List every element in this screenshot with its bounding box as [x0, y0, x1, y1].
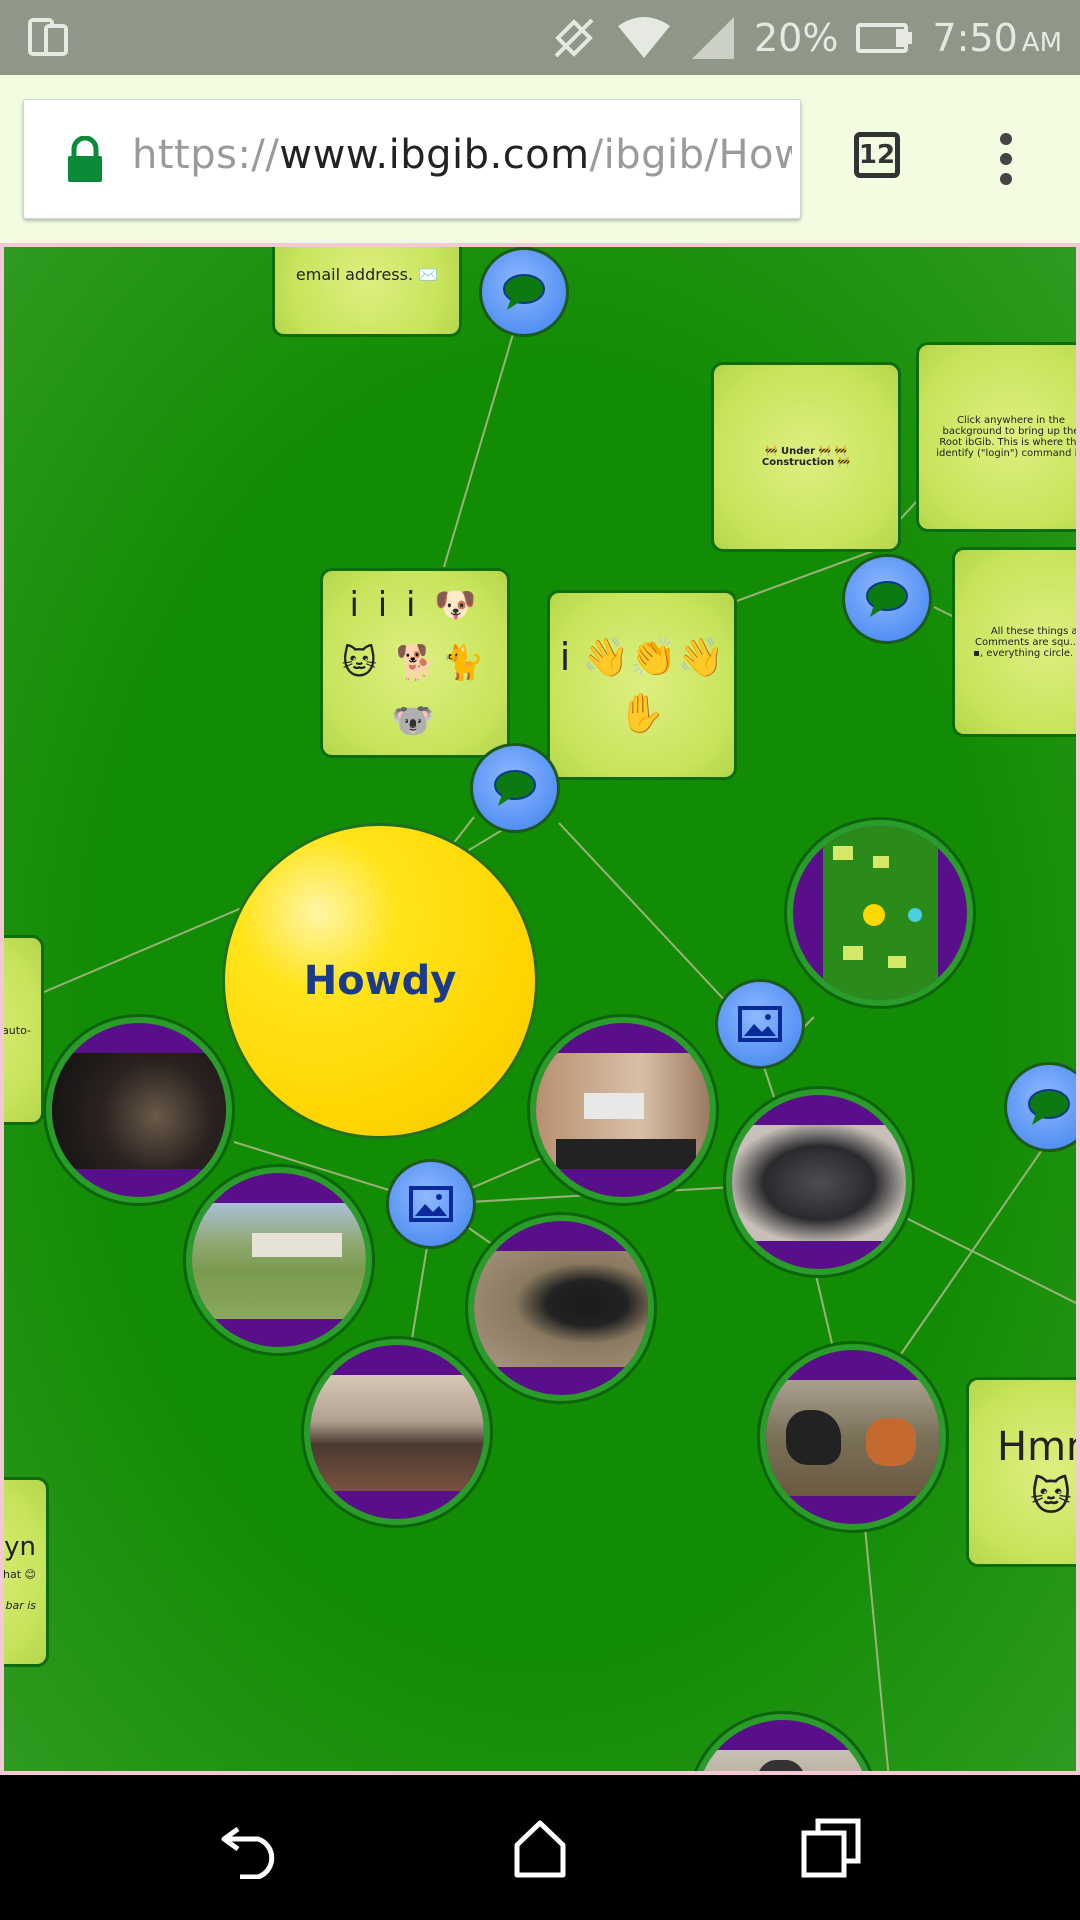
ibgib-canvas[interactable]: email address. ✉️ 🚧 Under 🚧 🚧 Constructi… [0, 243, 1080, 1775]
left-yn-card[interactable]: yn d in ow what 😊 bar is [3, 1477, 49, 1667]
root-ibgib-howdy[interactable]: Howdy [222, 823, 538, 1139]
email-card[interactable]: email address. ✉️ [272, 247, 462, 337]
home-icon[interactable] [505, 1815, 575, 1879]
things-text: All these things are i... Comments are s… [973, 625, 1080, 659]
android-nav-bar [0, 1775, 1080, 1920]
photo-screenshot-thumbnail[interactable] [787, 820, 973, 1006]
email-card-text: email address. ✉️ [295, 265, 439, 284]
photo-two-dogs[interactable] [760, 1344, 946, 1530]
click-anywhere-card[interactable]: Click anywhere in the background to brin… [916, 342, 1080, 532]
photo-black-dog-closeup[interactable] [46, 1017, 232, 1203]
under-construction-text: 🚧 Under 🚧 🚧 Construction 🚧 [761, 446, 851, 468]
left-yn-italic: bar is [5, 1599, 36, 1612]
url-text[interactable]: https://www.ibgib.com/ibgib/Howd [132, 132, 792, 178]
comment-bubble[interactable] [479, 247, 569, 337]
signal-icon [691, 17, 734, 59]
recents-icon[interactable] [796, 1815, 866, 1879]
tab-switcher-button[interactable]: 12 [854, 132, 900, 178]
picture-icon [409, 1186, 453, 1222]
picture-bubble[interactable] [386, 1159, 476, 1249]
photo-printer-shelf[interactable] [530, 1017, 716, 1203]
hmm-text: Hmm 🐱 [996, 1424, 1076, 1520]
animals-text: i i i 🐶🐱 🐕🐈🐨 [341, 585, 489, 741]
browser-toolbar: https://www.ibgib.com/ibgib/Howd 12 [0, 75, 1080, 245]
sync-off-icon [554, 18, 594, 58]
comment-icon [503, 274, 545, 310]
url-path: /ibgib/Howd [589, 132, 792, 178]
photo-dog-bed[interactable] [304, 1339, 490, 1525]
picture-icon [738, 1006, 782, 1042]
status-bar: 20% 7:50 AM [0, 0, 1080, 75]
left-auto-text: 🐭 auto- [2, 1023, 31, 1037]
clock: 7:50 AM [932, 16, 1062, 60]
url-host: www.ibgib.com [279, 132, 590, 178]
back-icon[interactable] [218, 1815, 288, 1879]
overflow-menu-icon[interactable] [996, 133, 1016, 189]
comment-icon [1028, 1089, 1070, 1125]
url-scheme: https:// [132, 132, 280, 178]
things-card[interactable]: All these things are i... Comments are s… [952, 547, 1080, 737]
device-icon [28, 18, 68, 56]
under-construction-card[interactable]: 🚧 Under 🚧 🚧 Construction 🚧 [711, 362, 901, 552]
hmm-card[interactable]: Hmm 🐱 [966, 1377, 1076, 1567]
picture-bubble[interactable] [715, 979, 805, 1069]
photo-dog-sleeping[interactable] [726, 1089, 912, 1275]
battery-percent: 20% [753, 16, 839, 60]
root-label: Howdy [303, 958, 457, 1004]
comment-icon [866, 581, 908, 617]
hands-text: i 👋👏👋 ✋ [559, 635, 725, 735]
photo-house-yard[interactable] [186, 1167, 372, 1353]
url-bar[interactable]: https://www.ibgib.com/ibgib/Howd [23, 99, 801, 219]
clock-ampm: AM [1021, 28, 1062, 58]
animals-card[interactable]: i i i 🐶🐱 🐕🐈🐨 [320, 568, 510, 758]
comment-bubble[interactable] [1004, 1062, 1076, 1152]
clock-time: 7:50 [932, 16, 1018, 60]
wifi-icon [617, 17, 670, 58]
lock-icon [68, 136, 102, 182]
comment-bubble[interactable] [842, 554, 932, 644]
hands-card[interactable]: i 👋👏👋 ✋ [547, 590, 737, 780]
photo-dog-leaves[interactable] [468, 1215, 654, 1401]
left-auto-card[interactable]: 🐭 auto- [2, 935, 44, 1125]
left-yn-title: yn [4, 1532, 36, 1562]
click-anywhere-text: Click anywhere in the background to brin… [936, 415, 1080, 459]
comment-icon [494, 770, 536, 806]
left-yn-text: d in ow what 😊 [3, 1568, 36, 1581]
battery-icon [856, 23, 913, 53]
comment-bubble[interactable] [470, 743, 560, 833]
